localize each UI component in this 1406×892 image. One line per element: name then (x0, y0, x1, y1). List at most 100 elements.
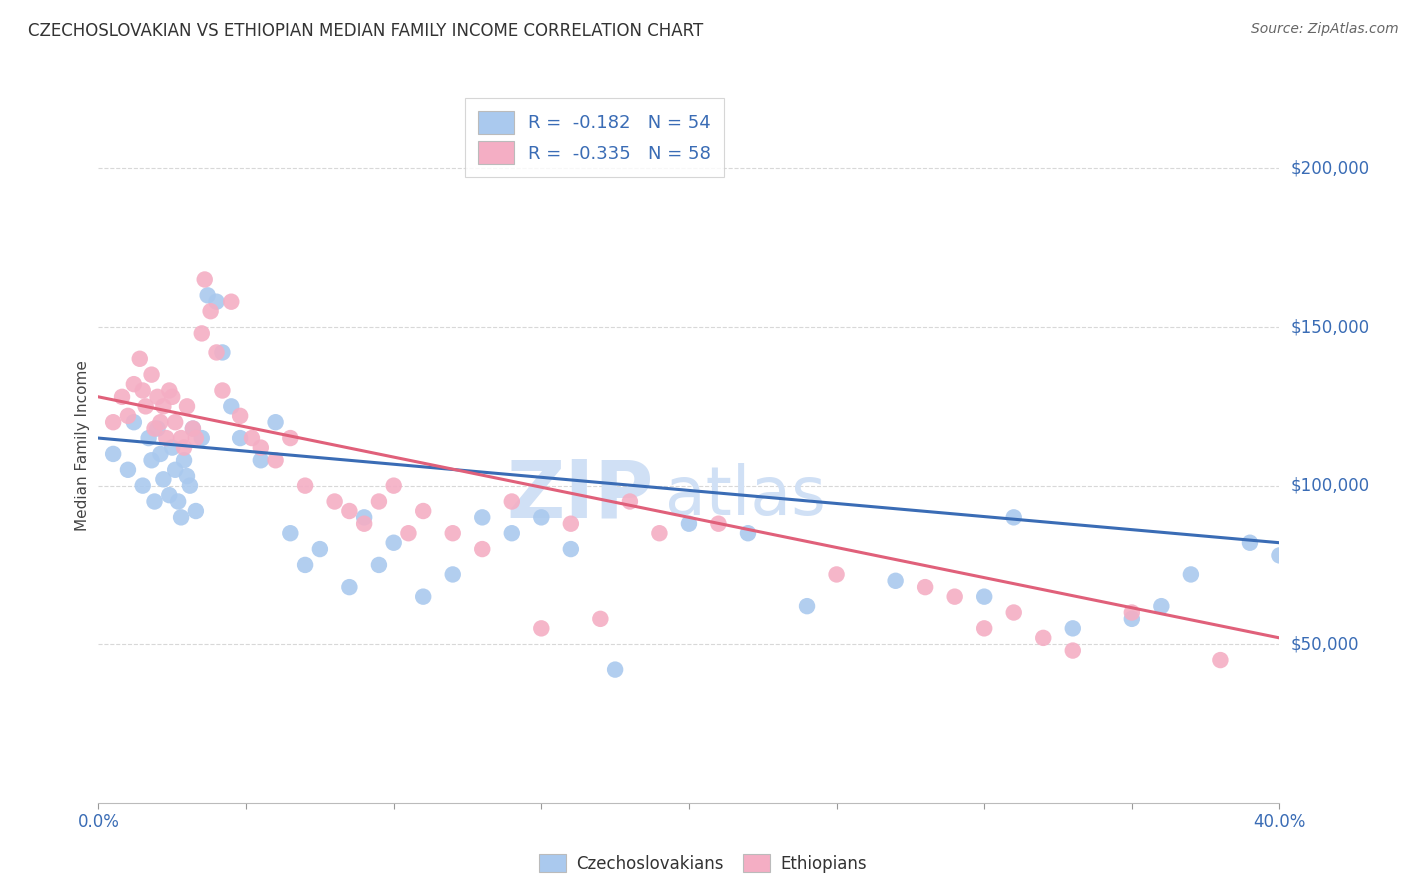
Point (250, 441, 273, 455)
Point (138, 431, 160, 445)
Point (141, 453, 163, 467)
Point (211, 384, 233, 398)
Point (135, 400, 157, 414)
Point (103, 415, 125, 429)
Point (412, 590, 434, 604)
Point (205, 294, 228, 309)
Point (1121, 612, 1143, 626)
Point (184, 504, 207, 518)
Text: ZIP: ZIP (506, 457, 654, 535)
Point (337, 580, 360, 594)
Point (219, 294, 242, 309)
Point (471, 510, 494, 524)
Point (294, 478, 316, 492)
Point (173, 453, 195, 467)
Point (382, 535, 405, 549)
Legend: R =  -0.182   N = 54, R =  -0.335   N = 58: R = -0.182 N = 54, R = -0.335 N = 58 (465, 98, 724, 178)
Point (170, 510, 193, 524)
Point (396, 526, 419, 541)
Point (501, 526, 523, 541)
Point (184, 431, 207, 445)
Point (737, 526, 759, 541)
Point (294, 558, 316, 572)
Point (117, 409, 139, 423)
Point (973, 621, 995, 635)
Point (943, 590, 966, 604)
Point (157, 384, 180, 398)
Point (678, 516, 700, 531)
Point (191, 431, 214, 445)
Point (264, 415, 287, 429)
Point (1121, 606, 1143, 620)
Point (973, 590, 995, 604)
Point (229, 431, 252, 445)
Point (149, 415, 172, 429)
Text: Source: ZipAtlas.com: Source: ZipAtlas.com (1251, 22, 1399, 37)
Point (176, 400, 198, 414)
Point (181, 421, 204, 435)
Point (337, 504, 360, 518)
Point (589, 612, 612, 626)
Text: CZECHOSLOVAKIAN VS ETHIOPIAN MEDIAN FAMILY INCOME CORRELATION CHART: CZECHOSLOVAKIAN VS ETHIOPIAN MEDIAN FAMI… (28, 22, 703, 40)
Point (152, 400, 174, 414)
Point (707, 516, 730, 531)
Point (194, 272, 217, 286)
Point (1239, 535, 1261, 549)
Point (1002, 606, 1025, 620)
Point (1180, 567, 1202, 582)
Point (441, 526, 464, 541)
Point (353, 516, 375, 531)
Point (117, 463, 139, 477)
Point (103, 447, 125, 461)
Point (309, 542, 332, 557)
Point (165, 463, 187, 477)
Point (1268, 549, 1291, 563)
Point (181, 421, 204, 435)
Point (219, 400, 242, 414)
Point (229, 409, 252, 423)
Point (914, 580, 936, 594)
Point (619, 494, 641, 508)
Point (205, 345, 228, 359)
Point (1002, 510, 1025, 524)
Point (605, 663, 627, 677)
Point (132, 478, 155, 492)
Point (162, 390, 183, 404)
Point (143, 494, 166, 508)
Point (530, 510, 553, 524)
Point (162, 441, 183, 455)
Point (146, 390, 169, 404)
Point (179, 478, 201, 492)
Point (323, 494, 346, 508)
Point (560, 516, 582, 531)
Point (191, 326, 214, 341)
Point (197, 288, 219, 302)
Point (278, 526, 302, 541)
Point (1032, 631, 1054, 645)
Text: $50,000: $50,000 (1291, 635, 1360, 653)
Point (132, 384, 155, 398)
Point (155, 431, 177, 445)
Point (157, 488, 180, 502)
Point (1062, 643, 1084, 657)
Point (146, 421, 169, 435)
Point (170, 431, 193, 445)
Point (441, 567, 464, 582)
Point (173, 441, 195, 455)
Legend: Czechoslovakians, Ethiopians: Czechoslovakians, Ethiopians (533, 847, 873, 880)
Text: $200,000: $200,000 (1291, 160, 1369, 178)
Point (141, 368, 163, 382)
Point (884, 574, 907, 588)
Point (1062, 621, 1084, 635)
Point (560, 542, 582, 557)
Point (165, 415, 187, 429)
Point (278, 431, 302, 445)
Point (382, 478, 405, 492)
Point (122, 377, 145, 392)
Point (240, 431, 263, 445)
Point (122, 415, 145, 429)
Point (471, 542, 494, 557)
Text: $150,000: $150,000 (1291, 318, 1369, 336)
Point (412, 504, 434, 518)
Point (1150, 599, 1173, 614)
